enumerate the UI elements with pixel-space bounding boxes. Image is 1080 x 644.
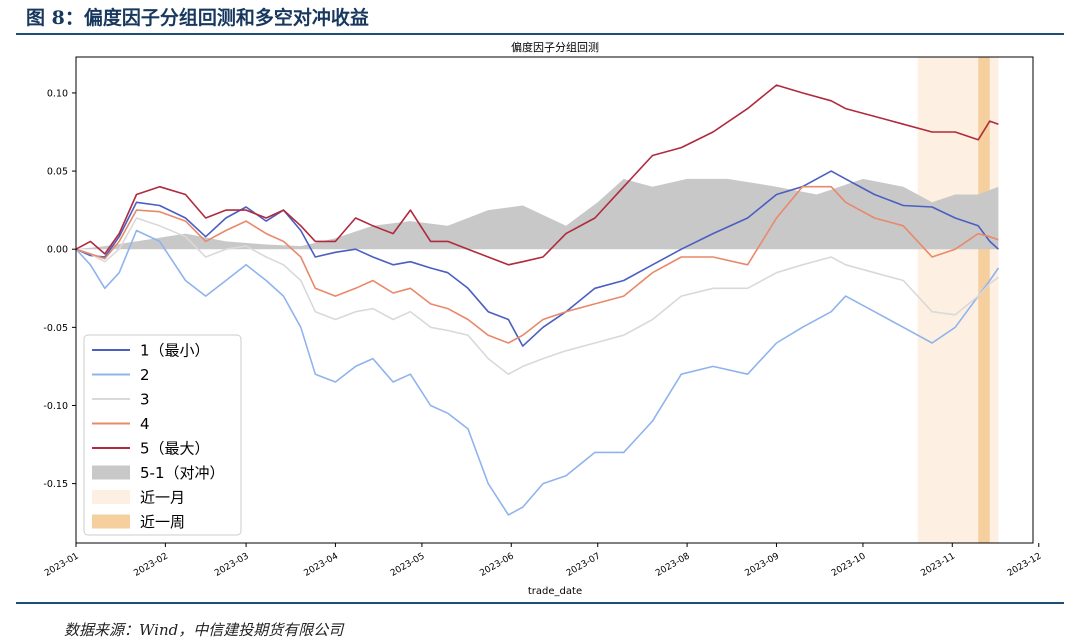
top-rule [16, 33, 1064, 35]
chart: 偏度因子分组回测 2023-01 2023-02 2023-03 2023-04 202… [43, 40, 1043, 597]
y-axis: 0.10 0.05 0.00 -0.05 -0.10 -0.15 [43, 88, 76, 490]
figure-title: 图 8：偏度因子分组回测和多空对冲收益 [26, 7, 369, 29]
x-axis-label: trade_date [528, 586, 582, 597]
legend-swatch-5 [92, 465, 130, 480]
y-tick-label-0: 0.10 [47, 88, 68, 99]
legend-label-6: 近一月 [140, 489, 185, 507]
legend-label-7: 近一周 [140, 513, 185, 531]
legend-label-2: 3 [140, 391, 150, 409]
y-tick-label-2: 0.00 [47, 245, 68, 256]
y-tick-label-3: -0.05 [43, 323, 68, 334]
x-tick-label-8: 2023-09 [744, 551, 782, 579]
legend-label-0: 1（最小） [140, 342, 210, 360]
line-series-2 [75, 217, 999, 375]
bottom-rule [16, 602, 1064, 604]
line-series-3 [75, 185, 999, 344]
x-tick-label-6: 2023-07 [565, 551, 603, 578]
x-tick-label-9: 2023-10 [830, 551, 868, 579]
line-series-1 [75, 229, 1000, 516]
x-tick-label-7: 2023-08 [654, 551, 692, 579]
line-series-4 [75, 84, 999, 266]
legend-label-1: 2 [140, 366, 150, 384]
x-tick-label-0: 2023-01 [43, 551, 81, 578]
legend-label-5: 5-1（对冲） [140, 464, 225, 482]
x-tick-label-2: 2023-03 [213, 551, 251, 578]
x-tick-label-3: 2023-04 [303, 551, 341, 579]
x-axis: 2023-01 2023-02 2023-03 2023-04 2023-05 2023-… [43, 543, 1043, 579]
legend-frame [83, 334, 242, 536]
legend-label-4: 5（最大） [140, 440, 210, 458]
x-tick-label-4: 2023-05 [389, 551, 427, 578]
legend-label-3: 4 [140, 415, 150, 433]
legend-swatch-6 [92, 490, 130, 504]
x-tick-label-11: 2023-12 [1006, 551, 1044, 578]
axes-frame [75, 56, 1034, 544]
highlight-band-1 [978, 57, 990, 543]
highlight-bands [917, 57, 999, 543]
y-tick-label-4: -0.10 [43, 401, 68, 412]
x-tick-label-5: 2023-06 [478, 551, 516, 579]
line-series [75, 84, 1000, 516]
y-tick-label-1: 0.05 [47, 167, 68, 178]
source-note: 数据来源：Wind，中信建投期货有限公司 [64, 621, 344, 639]
y-tick-label-5: -0.15 [43, 479, 68, 490]
plot-title: 偏度因子分组回测 [511, 40, 599, 54]
x-tick-label-10: 2023-11 [919, 551, 957, 578]
line-series-0 [75, 170, 999, 347]
legend-swatch-7 [92, 514, 130, 529]
x-tick-label-1: 2023-02 [132, 551, 170, 578]
